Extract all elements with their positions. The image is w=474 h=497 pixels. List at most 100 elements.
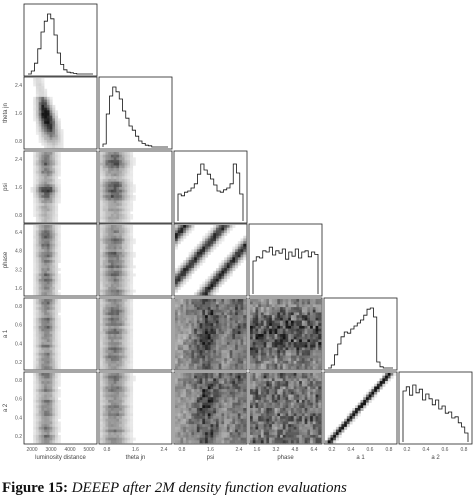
density-cell (38, 254, 42, 258)
density-cell (290, 323, 294, 327)
density-cell (194, 304, 198, 308)
density-cell (35, 197, 39, 201)
y-tick-label: 3.2 (15, 267, 22, 273)
density-cell (243, 251, 247, 255)
density-cell (44, 262, 48, 266)
density-cell (119, 402, 123, 406)
density-cell (196, 381, 200, 385)
density-cell (127, 270, 131, 274)
density-cell (35, 328, 39, 332)
density-cell (213, 243, 217, 247)
density-cell (266, 320, 270, 324)
density-cell (243, 358, 247, 362)
density-cell (177, 389, 181, 393)
density-cell (191, 432, 195, 436)
density-cell (100, 213, 104, 217)
density-cell (237, 381, 241, 385)
density-cell (35, 339, 39, 343)
density-cell (116, 386, 120, 390)
density-cell (127, 197, 131, 201)
density-cell (250, 360, 254, 364)
density-cell (35, 315, 39, 319)
density-cell (296, 360, 300, 364)
density-cell (116, 173, 120, 177)
density-cell (130, 312, 134, 316)
density-cell (240, 241, 244, 245)
density-cell (240, 246, 244, 250)
density-cell (113, 317, 117, 321)
density-cell (108, 273, 112, 277)
density-cell (240, 307, 244, 311)
density-cell (293, 323, 297, 327)
density-cell (299, 307, 303, 311)
density-cell (175, 344, 179, 348)
density-cell (132, 241, 136, 245)
density-cell (44, 216, 48, 220)
density-cell (196, 424, 200, 428)
density-cell (213, 286, 217, 290)
density-cell (221, 238, 225, 242)
density-cell (177, 405, 181, 409)
density-cell (121, 289, 125, 293)
density-cell (105, 315, 109, 319)
density-cell (35, 94, 39, 98)
density-cell (299, 301, 303, 305)
density-cell (119, 241, 123, 245)
density-cell (307, 309, 311, 313)
density-cell (46, 160, 50, 164)
density-cell (258, 309, 262, 313)
density-cell (127, 211, 131, 215)
density-cell (121, 276, 125, 280)
density-cell (100, 307, 104, 311)
density-cell (277, 301, 281, 305)
density-cell (210, 299, 214, 302)
density-cell (57, 195, 61, 199)
density-cell (108, 358, 112, 362)
density-cell (183, 355, 187, 359)
density-cell (100, 200, 104, 204)
density-cell (46, 410, 50, 414)
density-cell (226, 260, 230, 263)
density-cell (41, 96, 45, 100)
density-cell (288, 366, 292, 370)
density-cell (33, 399, 37, 403)
density-cell (215, 437, 219, 441)
density-cell (180, 366, 184, 370)
density-cell (252, 424, 256, 428)
density-cell (213, 410, 217, 414)
density-cell (113, 262, 117, 266)
density-cell (304, 336, 308, 340)
density-cell (127, 154, 131, 158)
density-cell (229, 418, 233, 422)
density-cell (221, 233, 225, 237)
density-cell (55, 254, 59, 258)
density-cell (41, 251, 45, 255)
density-cell (116, 301, 120, 305)
density-cell (121, 383, 125, 387)
density-cell (46, 309, 50, 313)
density-cell (237, 426, 241, 430)
density-cell (301, 342, 305, 346)
density-cell (52, 383, 56, 387)
density-cell (213, 416, 217, 420)
density-cell (38, 115, 42, 119)
density-cell (210, 246, 214, 250)
density-cell (232, 424, 236, 428)
density-cell (57, 123, 61, 127)
density-cell (205, 389, 209, 393)
density-cell (240, 355, 244, 359)
density-cell (55, 235, 59, 239)
density-cell (33, 197, 37, 201)
density-cell (250, 317, 254, 321)
density-cell (116, 189, 120, 193)
density-cell (202, 238, 206, 242)
density-cell (52, 262, 56, 266)
density-cell (196, 394, 200, 398)
density-cell (127, 355, 131, 359)
density-cell (119, 211, 123, 215)
density-cell (205, 238, 209, 242)
density-cell (38, 375, 42, 379)
density-cell (57, 424, 61, 428)
density-cell (130, 238, 134, 242)
density-cell (38, 200, 42, 204)
